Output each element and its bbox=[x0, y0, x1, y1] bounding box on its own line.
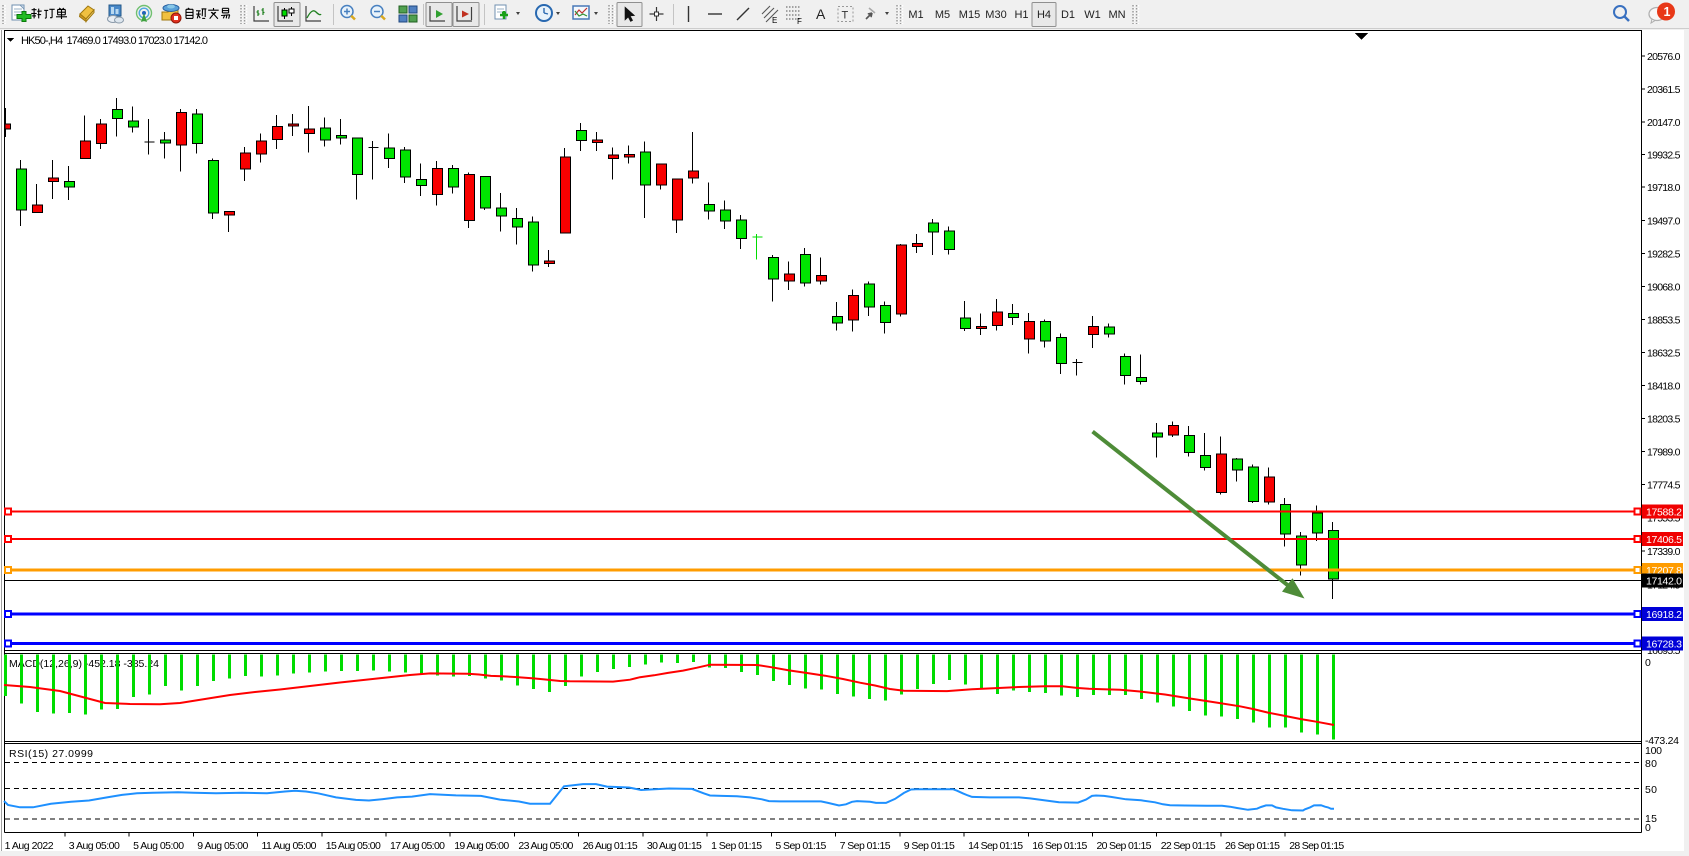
svg-text:22 Sep 01:15: 22 Sep 01:15 bbox=[1161, 840, 1216, 852]
svg-text:E: E bbox=[772, 16, 777, 25]
svg-text:20 Sep 01:15: 20 Sep 01:15 bbox=[1097, 840, 1152, 852]
svg-text:M30: M30 bbox=[985, 9, 1006, 21]
svg-text:0: 0 bbox=[1645, 657, 1651, 669]
svg-text:F: F bbox=[797, 17, 802, 26]
svg-text:0: 0 bbox=[1645, 822, 1651, 834]
svg-text:19718.0: 19718.0 bbox=[1647, 182, 1681, 194]
svg-text:17774.5: 17774.5 bbox=[1647, 480, 1681, 492]
svg-text:19 Aug 05:00: 19 Aug 05:00 bbox=[454, 840, 509, 852]
svg-text:23 Aug 05:00: 23 Aug 05:00 bbox=[518, 840, 573, 852]
svg-text:5 Sep 01:15: 5 Sep 01:15 bbox=[775, 840, 826, 852]
svg-text:50: 50 bbox=[1645, 784, 1657, 796]
svg-text:D1: D1 bbox=[1061, 9, 1075, 21]
svg-text:11 Aug 05:00: 11 Aug 05:00 bbox=[262, 840, 317, 852]
svg-text:16 Sep 01:15: 16 Sep 01:15 bbox=[1032, 840, 1087, 852]
svg-text:H1: H1 bbox=[1014, 9, 1028, 21]
svg-text:7 Sep 01:15: 7 Sep 01:15 bbox=[840, 840, 891, 852]
svg-text:20576.0: 20576.0 bbox=[1647, 51, 1681, 63]
svg-text:9 Sep 01:15: 9 Sep 01:15 bbox=[904, 840, 955, 852]
svg-text:15 Aug 05:00: 15 Aug 05:00 bbox=[326, 840, 381, 852]
svg-text:100: 100 bbox=[1645, 745, 1662, 757]
svg-text:28 Sep 01:15: 28 Sep 01:15 bbox=[1289, 840, 1344, 852]
svg-text:M1: M1 bbox=[908, 9, 923, 21]
svg-text:9 Aug 05:00: 9 Aug 05:00 bbox=[197, 840, 248, 852]
svg-text:W1: W1 bbox=[1084, 9, 1101, 21]
svg-text:-473.24: -473.24 bbox=[1645, 735, 1679, 747]
svg-text:17588.2: 17588.2 bbox=[1646, 507, 1682, 519]
svg-text:A: A bbox=[816, 6, 826, 22]
svg-text:HK50-,H4 17469.0 17493.0 1702: HK50-,H4 17469.0 17493.0 17023.0 17142.0 bbox=[21, 35, 208, 47]
svg-text:MACD(12,26,9) -452.18 -385.24: MACD(12,26,9) -452.18 -385.24 bbox=[9, 658, 159, 670]
svg-text:RSI(15) 27.0999: RSI(15) 27.0999 bbox=[9, 748, 93, 760]
svg-text:T: T bbox=[842, 10, 849, 22]
svg-text:M15: M15 bbox=[959, 9, 980, 21]
svg-text:16918.2: 16918.2 bbox=[1646, 609, 1682, 621]
svg-text:18418.0: 18418.0 bbox=[1647, 381, 1681, 393]
svg-text:16728.3: 16728.3 bbox=[1646, 639, 1682, 651]
svg-text:3 Aug 05:00: 3 Aug 05:00 bbox=[69, 840, 120, 852]
svg-text:1: 1 bbox=[1664, 5, 1671, 19]
svg-text:H4: H4 bbox=[1037, 9, 1051, 21]
svg-text:80: 80 bbox=[1645, 758, 1657, 770]
svg-text:26 Sep 01:15: 26 Sep 01:15 bbox=[1225, 840, 1280, 852]
svg-text:30 Aug 01:15: 30 Aug 01:15 bbox=[647, 840, 702, 852]
svg-text:1 Aug 2022: 1 Aug 2022 bbox=[5, 840, 54, 852]
svg-text:17142.0: 17142.0 bbox=[1646, 576, 1682, 588]
svg-text:17 Aug 05:00: 17 Aug 05:00 bbox=[390, 840, 445, 852]
svg-text:19068.0: 19068.0 bbox=[1647, 282, 1681, 294]
svg-text:19497.0: 19497.0 bbox=[1647, 216, 1681, 228]
svg-text:1 Sep 01:15: 1 Sep 01:15 bbox=[711, 840, 762, 852]
svg-text:15: 15 bbox=[1645, 813, 1657, 825]
svg-text:18853.5: 18853.5 bbox=[1647, 315, 1681, 327]
svg-text:17406.5: 17406.5 bbox=[1646, 534, 1682, 546]
svg-text:26 Aug 01:15: 26 Aug 01:15 bbox=[583, 840, 638, 852]
svg-text:18203.5: 18203.5 bbox=[1647, 414, 1681, 426]
svg-text:18632.5: 18632.5 bbox=[1647, 348, 1681, 360]
svg-text:M5: M5 bbox=[935, 9, 950, 21]
svg-text:19282.5: 19282.5 bbox=[1647, 249, 1681, 261]
svg-text:20147.0: 20147.0 bbox=[1647, 117, 1681, 129]
svg-text:19932.5: 19932.5 bbox=[1647, 150, 1681, 162]
svg-text:20361.5: 20361.5 bbox=[1647, 84, 1681, 96]
svg-text:5 Aug 05:00: 5 Aug 05:00 bbox=[133, 840, 184, 852]
svg-text:17339.0: 17339.0 bbox=[1647, 546, 1681, 558]
svg-text:MN: MN bbox=[1108, 9, 1125, 21]
svg-text:14 Sep 01:15: 14 Sep 01:15 bbox=[968, 840, 1023, 852]
svg-text:17989.0: 17989.0 bbox=[1647, 447, 1681, 459]
